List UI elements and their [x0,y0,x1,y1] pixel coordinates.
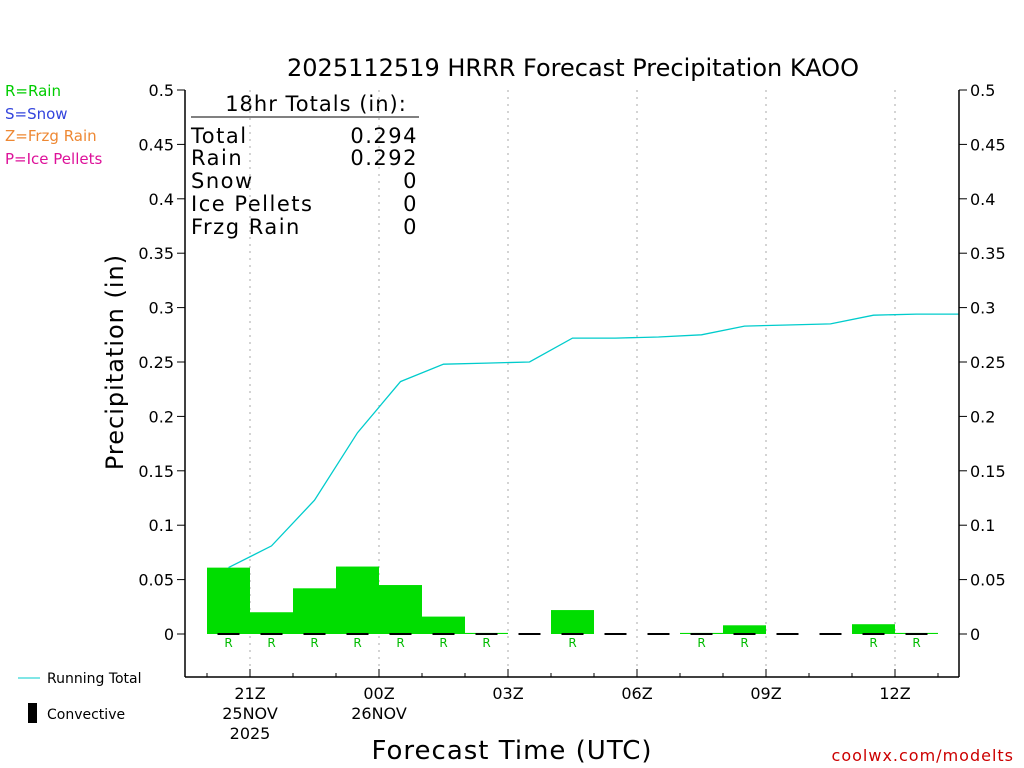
ptype-label-5: R [439,636,447,650]
precip-bar-8 [551,610,594,634]
bar-layer [207,566,938,635]
x-tick-sublabel-25NOV: 25NOV [222,704,278,723]
ptype-legend-rain: R=Rain [5,82,61,100]
totals-label-total: Total [190,124,248,148]
x-tick-label-00Z: 00Z [363,684,394,703]
chart-title: 2025112519 HRRR Forecast Precipitation K… [287,54,859,82]
y-tick-label-left-0.3: 0.3 [149,299,174,318]
y-tick-label-right-0.35: 0.35 [970,244,1006,263]
precip-bar-5 [422,616,465,634]
x-tick-sublabel-26NOV: 26NOV [351,704,407,723]
y-tick-label-right-0.4: 0.4 [970,190,995,209]
y-tick-label-right-0.15: 0.15 [970,462,1006,481]
convective-legend-swatch [28,703,37,723]
y-tick-label-left-0.05: 0.05 [138,571,174,590]
running-total-legend-label: Running Total [47,671,142,687]
ptype-label-11: R [697,636,705,650]
ptype-label-2: R [310,636,318,650]
ptype-legend: R=Rain S=Snow Z=Frzg Rain P=Ice Pellets [5,82,102,168]
totals-box: 18hr Totals (in): Total 0.294 Rain 0.292… [190,92,419,239]
y-tick-label-left-0.15: 0.15 [138,462,174,481]
x-axis-title: Forecast Time (UTC) [371,736,652,766]
totals-value-ice-pellets: 0 [403,192,418,216]
totals-label-ice-pellets: Ice Pellets [191,192,313,216]
y-tick-label-right-0.5: 0.5 [970,81,995,100]
y-tick-label-left-0.4: 0.4 [149,190,174,209]
ptype-legend-ice-pellets: P=Ice Pellets [5,150,102,168]
y-tick-label-right-0.05: 0.05 [970,571,1006,590]
ptype-label-6: R [482,636,490,650]
ptype-label-15: R [869,636,877,650]
precip-bar-4 [379,585,422,634]
precip-bar-0 [207,567,250,634]
y-tick-label-right-0.45: 0.45 [970,135,1006,154]
x-tick-label-03Z: 03Z [492,684,523,703]
y-tick-label-right-0.2: 0.2 [970,407,995,426]
precip-bar-12 [723,625,766,634]
totals-label-rain: Rain [191,146,243,170]
y-axis-title: Precipitation (in) [101,254,129,470]
ptype-legend-snow: S=Snow [5,105,68,123]
y-tick-label-right-0.25: 0.25 [970,353,1006,372]
running-total-line [228,313,959,569]
convective-legend-label: Convective [47,707,125,723]
ptype-label-16: R [912,636,920,650]
totals-label-frzg-rain: Frzg Rain [191,215,301,239]
y-tick-label-left-0: 0 [164,625,174,644]
y-tick-label-right-0.1: 0.1 [970,516,995,535]
y-tick-label-right-0.3: 0.3 [970,299,995,318]
totals-header: 18hr Totals (in): [225,92,407,116]
precip-bar-1 [250,612,293,634]
totals-value-rain: 0.292 [350,146,418,170]
totals-value-total: 0.294 [350,124,418,148]
ptype-legend-frzg-rain: Z=Frzg Rain [5,127,97,145]
x-tick-label-21Z: 21Z [234,684,265,703]
y-tick-label-left-0.5: 0.5 [149,81,174,100]
axis-layer: 0 00.05 0.050.1 0.10.15 0.150.2 0.20.25 0.250.… [138,81,1005,743]
y-tick-label-left-0.35: 0.35 [138,244,174,263]
y-tick-label-left-0.25: 0.25 [138,353,174,372]
y-tick-label-left-0.2: 0.2 [149,407,174,426]
totals-value-frzg-rain: 0 [403,215,418,239]
line-layer [228,313,959,569]
x-tick-label-06Z: 06Z [621,684,652,703]
precip-bar-2 [293,588,336,634]
credit-text: coolwx.com/modelts [832,746,1014,765]
ptype-label-1: R [267,636,275,650]
precip-bar-15 [852,624,895,634]
x-tick-label-09Z: 09Z [750,684,781,703]
totals-label-snow: Snow [191,169,254,193]
x-tick-year-2025: 2025 [230,724,271,743]
ptype-label-3: R [353,636,361,650]
y-tick-label-left-0.45: 0.45 [138,135,174,154]
y-tick-label-right-0: 0 [970,625,980,644]
precip-bar-3 [336,566,379,634]
ptype-label-8: R [568,636,576,650]
ptype-label-0: R [224,636,232,650]
totals-value-snow: 0 [403,169,418,193]
y-tick-label-left-0.1: 0.1 [149,516,174,535]
ptype-label-12: R [740,636,748,650]
x-tick-label-12Z: 12Z [879,684,910,703]
ptype-label-4: R [396,636,404,650]
series-legend: Running Total Convective [18,671,142,723]
